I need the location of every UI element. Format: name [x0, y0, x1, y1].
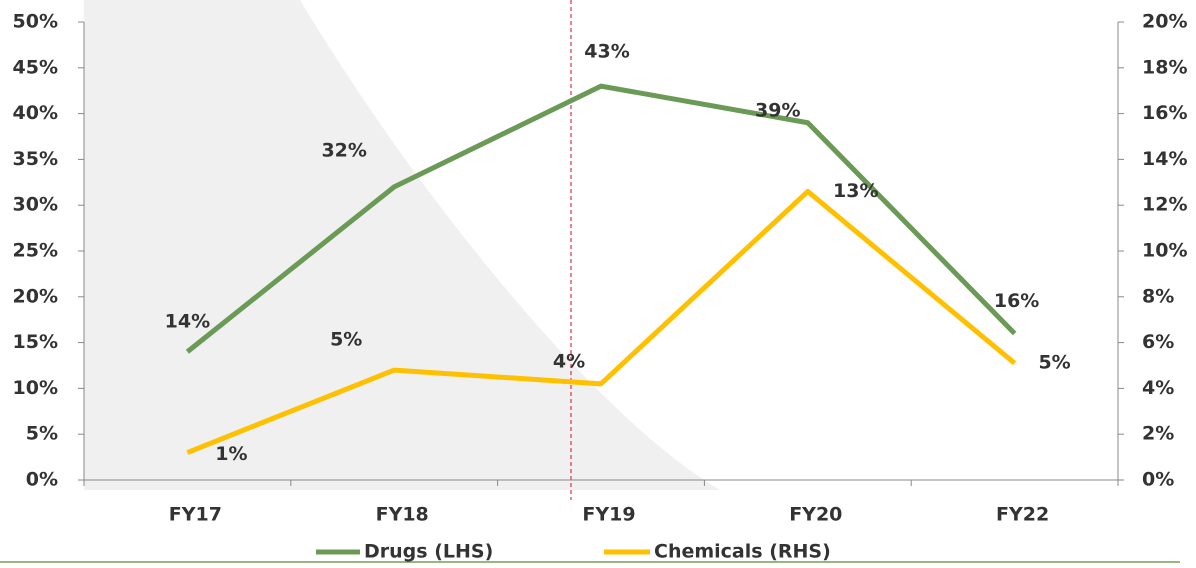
data-label: 5% — [330, 329, 362, 351]
data-label: 14% — [165, 310, 210, 332]
y-tick-label: 0% — [26, 469, 58, 491]
data-label: 4% — [553, 350, 585, 372]
y-tick-label: 15% — [13, 331, 58, 353]
y2-tick-label: 2% — [1142, 423, 1174, 445]
y2-tick-label: 4% — [1142, 377, 1174, 399]
legend-label: Chemicals (RHS) — [654, 541, 831, 563]
y2-tick-label: 20% — [1142, 11, 1187, 33]
y-tick-label: 10% — [13, 377, 58, 399]
y2-tick-label: 12% — [1142, 194, 1187, 216]
y-tick-label: 45% — [13, 56, 58, 78]
x-tick-label: FY18 — [376, 504, 429, 526]
y2-tick-label: 18% — [1142, 56, 1187, 78]
y2-tick-label: 14% — [1142, 148, 1187, 170]
y-tick-label: 20% — [13, 285, 58, 307]
y-tick-label: 30% — [13, 194, 58, 216]
series-line — [186, 188, 1017, 455]
y-tick-label: 40% — [13, 102, 58, 124]
x-tick-label: FY19 — [582, 504, 635, 526]
data-label: 1% — [215, 443, 247, 465]
x-tick-label: FY22 — [996, 504, 1049, 526]
data-label: 5% — [1038, 352, 1070, 374]
y2-tick-label: 16% — [1142, 102, 1187, 124]
data-label: 43% — [584, 41, 629, 63]
y2-tick-label: 0% — [1142, 469, 1174, 491]
x-tick-label: FY17 — [169, 504, 222, 526]
legend-label: Drugs (LHS) — [364, 541, 493, 563]
y2-tick-label: 8% — [1142, 285, 1174, 307]
y2-tick-label: 10% — [1142, 240, 1187, 262]
y-tick-label: 5% — [26, 423, 58, 445]
y-tick-label: 35% — [13, 148, 58, 170]
y2-tick-label: 6% — [1142, 331, 1174, 353]
y-tick-label: 50% — [13, 11, 58, 33]
data-label: 39% — [755, 99, 800, 121]
y-tick-label: 25% — [13, 240, 58, 262]
series-line — [185, 83, 1017, 354]
data-label: 32% — [321, 139, 366, 161]
data-label: 13% — [833, 180, 878, 202]
x-tick-label: FY20 — [789, 504, 842, 526]
data-label: 16% — [994, 290, 1039, 312]
background-shape — [84, 0, 720, 490]
